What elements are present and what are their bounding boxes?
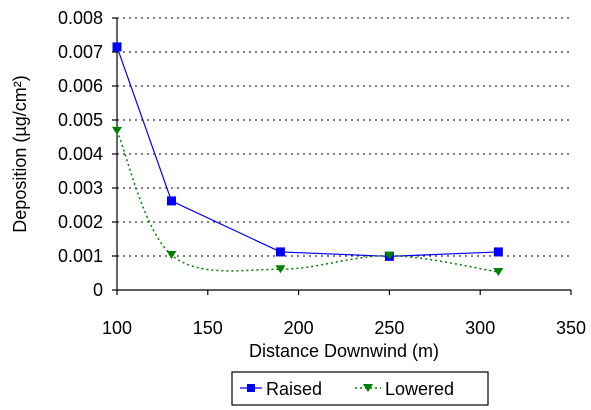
y-tick-label: 0.001: [58, 246, 103, 266]
x-tick-label: 300: [465, 318, 495, 338]
x-ticks: 100 150 200 250 300 350: [102, 290, 586, 338]
data-point: [275, 247, 285, 257]
x-tick-label: 150: [193, 318, 223, 338]
data-point: [275, 265, 286, 274]
legend-raised-label: Raised: [266, 379, 322, 399]
data-point: [166, 196, 176, 206]
legend-lowered-marker: [363, 384, 373, 392]
legend: Raised Lowered: [231, 371, 489, 406]
y-tick-label: 0.002: [58, 212, 103, 232]
series-layer: [112, 42, 504, 276]
x-axis-title: Distance Downwind (m): [249, 341, 439, 361]
gridlines: [117, 17, 571, 257]
x-tick-label: 350: [556, 318, 586, 338]
data-point: [112, 42, 122, 52]
y-tick-label: 0.007: [58, 42, 103, 62]
series-lowered: [112, 126, 504, 276]
y-tick-label: 0.008: [58, 8, 103, 28]
y-tick-label: 0: [93, 280, 103, 300]
y-tick-label: 0.003: [58, 178, 103, 198]
x-tick-label: 200: [284, 318, 314, 338]
y-tick-label: 0.006: [58, 76, 103, 96]
series-line: [116, 46, 499, 257]
x-tick-label: 100: [102, 318, 132, 338]
y-ticks: 0 0.001 0.002 0.003 0.004 0.005 0.006 0.007 0.00…: [58, 8, 117, 300]
x-tick-label: 250: [374, 318, 404, 338]
y-tick-label: 0.005: [58, 110, 103, 130]
data-point: [166, 250, 177, 259]
y-axis-title: Deposition (µg/cm²): [10, 75, 30, 232]
data-point: [112, 126, 122, 135]
legend-lowered-label: Lowered: [385, 379, 454, 399]
legend-raised-marker: [247, 384, 255, 392]
series-raised: [112, 42, 503, 261]
y-tick-label: 0.004: [58, 144, 103, 164]
data-point: [384, 251, 395, 260]
data-point: [493, 267, 504, 276]
data-point: [493, 247, 503, 257]
